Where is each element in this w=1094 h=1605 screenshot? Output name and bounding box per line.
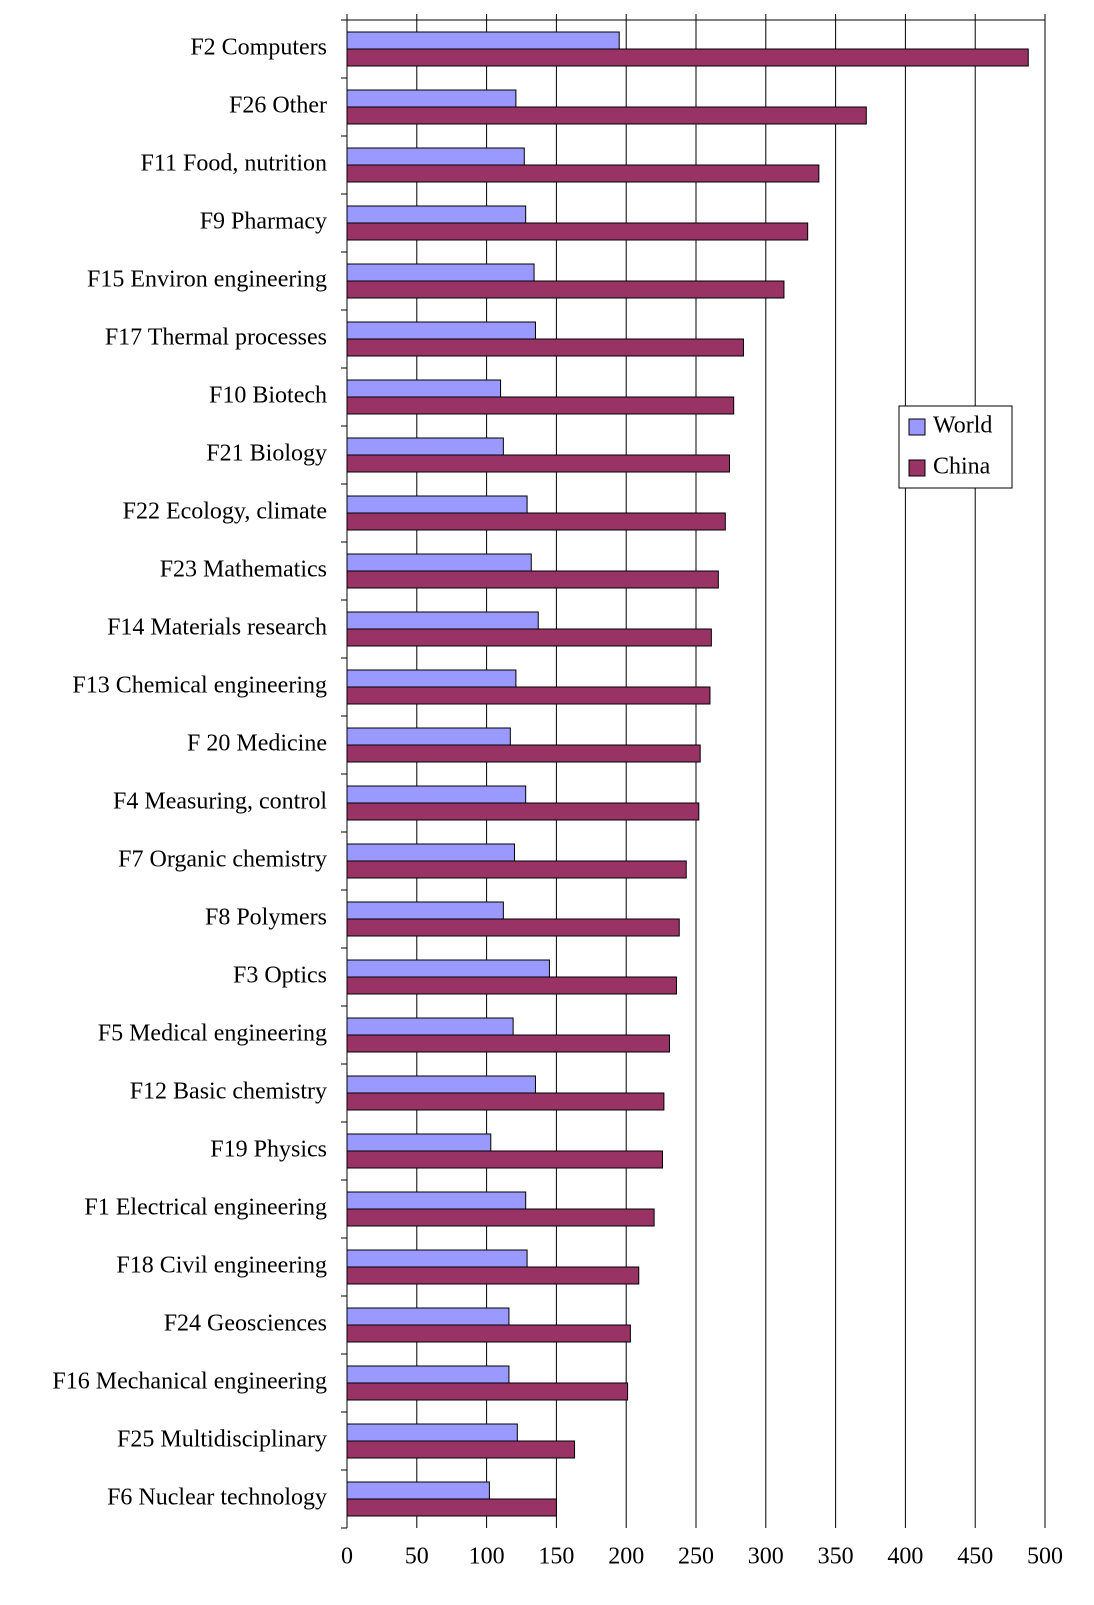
bar	[346, 1324, 631, 1343]
x-tick-label: 450	[957, 1544, 993, 1570]
bar	[346, 785, 527, 804]
y-tick-label: F2 Computers	[190, 35, 327, 61]
y-tick-label: F8 Polymers	[205, 905, 327, 931]
y-tick-label: F15 Environ engineering	[87, 267, 327, 293]
bar	[346, 396, 735, 415]
bar	[346, 727, 511, 746]
bar	[346, 106, 867, 125]
bar	[346, 843, 516, 862]
bar	[346, 1249, 528, 1268]
legend-label: World	[933, 413, 992, 439]
bar	[346, 280, 785, 299]
y-tick-label: F10 Biotech	[209, 383, 327, 409]
bar	[346, 611, 539, 630]
bar	[346, 669, 517, 688]
bar	[346, 89, 517, 108]
x-tick-label: 200	[608, 1544, 644, 1570]
bar	[346, 48, 1029, 67]
bar	[346, 379, 502, 398]
x-tick-label: 350	[818, 1544, 854, 1570]
bar	[346, 1266, 640, 1285]
bar	[346, 512, 726, 531]
bar	[346, 321, 536, 340]
x-tick-label: 400	[887, 1544, 923, 1570]
bar	[346, 628, 712, 647]
y-tick-label: F13 Chemical engineering	[72, 673, 327, 699]
bar	[346, 802, 700, 821]
y-tick-label: F12 Basic chemistry	[130, 1079, 327, 1105]
y-tick-label: F3 Optics	[233, 963, 327, 989]
y-tick-label: F22 Ecology, climate	[123, 499, 327, 525]
bar	[346, 495, 528, 514]
bar	[346, 860, 687, 879]
bar	[346, 164, 820, 183]
x-tick-label: 0	[341, 1544, 353, 1570]
x-tick-label: 100	[469, 1544, 505, 1570]
bar	[346, 1075, 536, 1094]
x-tick-label: 500	[1027, 1544, 1063, 1570]
bar	[346, 1133, 492, 1152]
y-tick-label: F14 Materials research	[107, 615, 327, 641]
bar	[346, 147, 525, 166]
bar	[346, 744, 701, 763]
bar	[346, 1017, 514, 1036]
bar	[346, 437, 504, 456]
y-tick-label: F26 Other	[229, 93, 327, 119]
y-tick-label: F18 Civil engineering	[116, 1253, 327, 1279]
bar	[346, 1365, 510, 1384]
y-tick-label: F 20 Medicine	[187, 731, 327, 757]
bar	[346, 1498, 557, 1517]
bar	[346, 338, 744, 357]
y-tick-label: F7 Organic chemistry	[118, 847, 327, 873]
legend-swatch	[908, 459, 926, 477]
bar	[346, 1208, 655, 1227]
y-tick-label: F23 Mathematics	[160, 557, 327, 583]
y-tick-label: F24 Geosciences	[164, 1311, 327, 1337]
bar	[346, 1092, 665, 1111]
bar	[346, 1191, 527, 1210]
y-tick-label: F11 Food, nutrition	[141, 151, 327, 177]
bar	[346, 263, 535, 282]
bar	[346, 205, 527, 224]
y-tick-label: F4 Measuring, control	[113, 789, 327, 815]
bar	[346, 31, 620, 50]
bar	[346, 1481, 490, 1500]
y-tick-label: F9 Pharmacy	[200, 209, 327, 235]
bar	[346, 1307, 510, 1326]
y-tick-label: F5 Medical engineering	[98, 1021, 327, 1047]
y-tick-label: F17 Thermal processes	[105, 325, 327, 351]
bar	[346, 222, 809, 241]
bar	[346, 976, 677, 995]
x-tick-label: 50	[405, 1544, 429, 1570]
bar	[346, 901, 504, 920]
bar	[346, 1440, 576, 1459]
bar	[346, 959, 550, 978]
bar	[346, 1382, 629, 1401]
bar	[346, 454, 731, 473]
bar	[346, 553, 532, 572]
x-tick-label: 250	[678, 1544, 714, 1570]
legend-swatch	[908, 418, 926, 436]
bar	[346, 918, 680, 937]
bar	[346, 686, 711, 705]
x-tick-label: 300	[748, 1544, 784, 1570]
bar	[346, 570, 719, 589]
y-tick-label: F25 Multidisciplinary	[117, 1427, 327, 1453]
bar	[346, 1150, 663, 1169]
y-tick-label: F1 Electrical engineering	[84, 1195, 327, 1221]
legend-label: China	[933, 454, 991, 480]
y-tick-label: F19 Physics	[210, 1137, 327, 1163]
y-tick-label: F21 Biology	[206, 441, 327, 467]
y-tick-label: F6 Nuclear technology	[107, 1485, 327, 1511]
x-tick-label: 150	[538, 1544, 574, 1570]
bar	[346, 1034, 670, 1053]
y-tick-label: F16 Mechanical engineering	[52, 1369, 327, 1395]
bar	[346, 1423, 518, 1442]
